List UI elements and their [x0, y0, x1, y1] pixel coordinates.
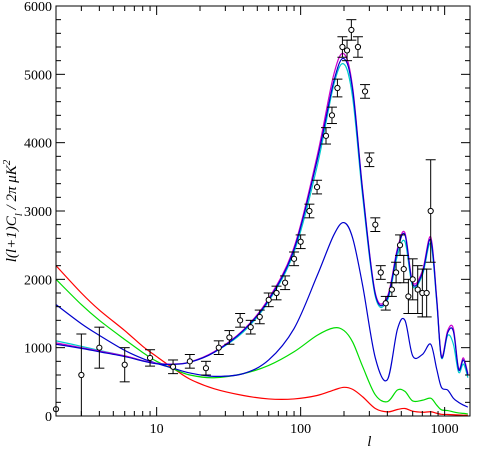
data-point: [263, 292, 274, 308]
data-point: [321, 127, 332, 145]
data-point: [213, 340, 224, 355]
y-tick-label: 0: [45, 410, 52, 425]
data-point: [364, 152, 375, 168]
data-points-layer: [52, 19, 436, 417]
data-point: [200, 360, 211, 376]
y-tick-label: 6000: [24, 0, 52, 15]
data-point: [332, 78, 343, 98]
data-point: [391, 261, 402, 284]
data-point: [352, 36, 363, 58]
data-point: [76, 333, 87, 417]
x-tick-label: 100: [290, 422, 311, 437]
data-point: [184, 354, 195, 369]
data-point: [360, 84, 371, 99]
ticks-layer: [55, 5, 470, 417]
data-point: [271, 285, 282, 301]
y-tick-label: 4000: [24, 137, 52, 152]
x-tick-label: 10: [150, 422, 164, 437]
y-tick-label: 5000: [24, 68, 52, 83]
data-point: [403, 278, 414, 314]
series-line-2: [56, 278, 468, 415]
y-axis-title-unit: / 2π μK: [4, 164, 20, 213]
data-point: [280, 275, 291, 291]
series-layer: [56, 52, 469, 416]
data-point: [370, 217, 381, 232]
data-point: [386, 282, 397, 297]
data-point: [245, 319, 256, 335]
data-point: [421, 268, 432, 318]
data-point: [337, 36, 348, 58]
data-point: [380, 295, 391, 311]
data-point: [304, 203, 315, 219]
data-point: [342, 39, 353, 62]
y-tick-label: 2000: [24, 273, 52, 288]
data-point: [398, 254, 409, 284]
data-point: [326, 106, 337, 125]
y-axis-title-main: l(l+1)C: [4, 215, 20, 262]
y-tick-label: 1000: [24, 342, 52, 357]
data-point: [395, 234, 406, 256]
data-point: [145, 349, 156, 367]
data-point: [375, 265, 386, 280]
data-point: [235, 313, 246, 328]
data-point: [119, 347, 130, 383]
y-axis-title: l(l+1)Cl / 2π μK2: [1, 159, 25, 262]
x-tick-label: 1000: [431, 422, 459, 437]
data-point: [346, 19, 357, 41]
series-line-6: [56, 57, 469, 376]
data-point: [412, 265, 423, 314]
data-point: [254, 309, 265, 325]
data-point: [289, 251, 300, 267]
y-tick-label: 3000: [24, 205, 52, 220]
data-point: [407, 258, 418, 301]
series-line-1: [56, 265, 468, 416]
y-axis-title-sub: l: [13, 213, 25, 216]
data-point: [312, 179, 323, 195]
data-point: [168, 359, 179, 375]
series-line-4: [56, 63, 469, 378]
tick-labels-layer: 10 100 1000 0 1000 2000 3000 4000 5000 6000: [24, 0, 459, 437]
data-point: [224, 330, 235, 345]
x-axis-title: l: [367, 434, 371, 450]
y-axis-title-sup: 2: [1, 159, 13, 165]
data-point: [94, 326, 105, 369]
data-point: [295, 234, 306, 250]
data-point: [425, 159, 436, 263]
